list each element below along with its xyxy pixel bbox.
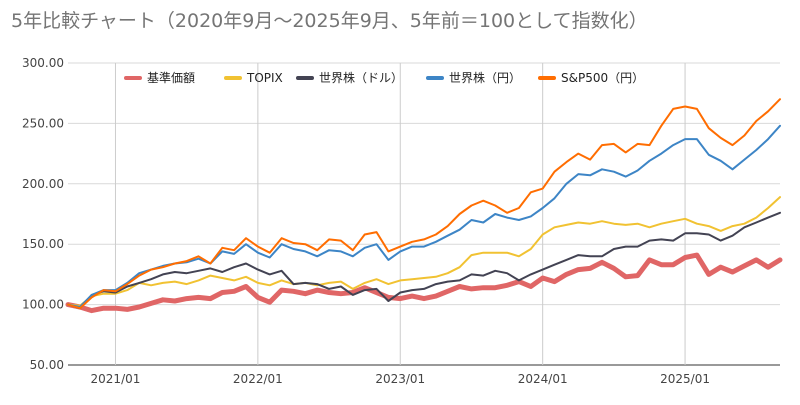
x-tick-label: 2024/01 — [518, 372, 568, 386]
gridlines — [68, 62, 780, 366]
x-axis-ticks: 2021/01 2022/01 2023/01 2024/01 2025/01 — [91, 372, 710, 386]
chart-title: 5年比較チャート（2020年9月〜2025年9月、5年前＝100として指数化） — [11, 10, 648, 32]
legend-label: 世界株（ドル） — [319, 70, 403, 85]
legend-label: TOPIX — [246, 71, 283, 85]
legend-label: 基準価額 — [147, 70, 195, 85]
x-tick-label: 2025/01 — [660, 372, 710, 386]
y-tick-label: 250.00 — [22, 116, 64, 130]
legend: 基準価額 TOPIX 世界株（ドル） 世界株（円） S&P500（円） — [124, 70, 644, 85]
y-tick-label: 100.00 — [22, 298, 64, 312]
series-line — [67, 211, 781, 310]
series-line — [67, 196, 781, 307]
y-tick-label: 150.00 — [22, 237, 64, 251]
y-axis-ticks: 50.00 100.00 150.00 200.00 250.00 300.00 — [22, 56, 64, 372]
y-tick-label: 300.00 — [22, 56, 64, 70]
x-tick-label: 2021/01 — [91, 372, 141, 386]
y-tick-label: 50.00 — [30, 358, 64, 372]
x-tick-label: 2022/01 — [233, 372, 283, 386]
series-lines — [65, 98, 783, 314]
series-line — [65, 252, 783, 314]
x-tick-label: 2023/01 — [375, 372, 425, 386]
legend-label: S&P500（円） — [561, 71, 644, 85]
legend-label: 世界株（円） — [449, 70, 521, 85]
series-line — [67, 124, 781, 308]
y-tick-label: 200.00 — [22, 177, 64, 191]
series-line — [67, 98, 781, 310]
